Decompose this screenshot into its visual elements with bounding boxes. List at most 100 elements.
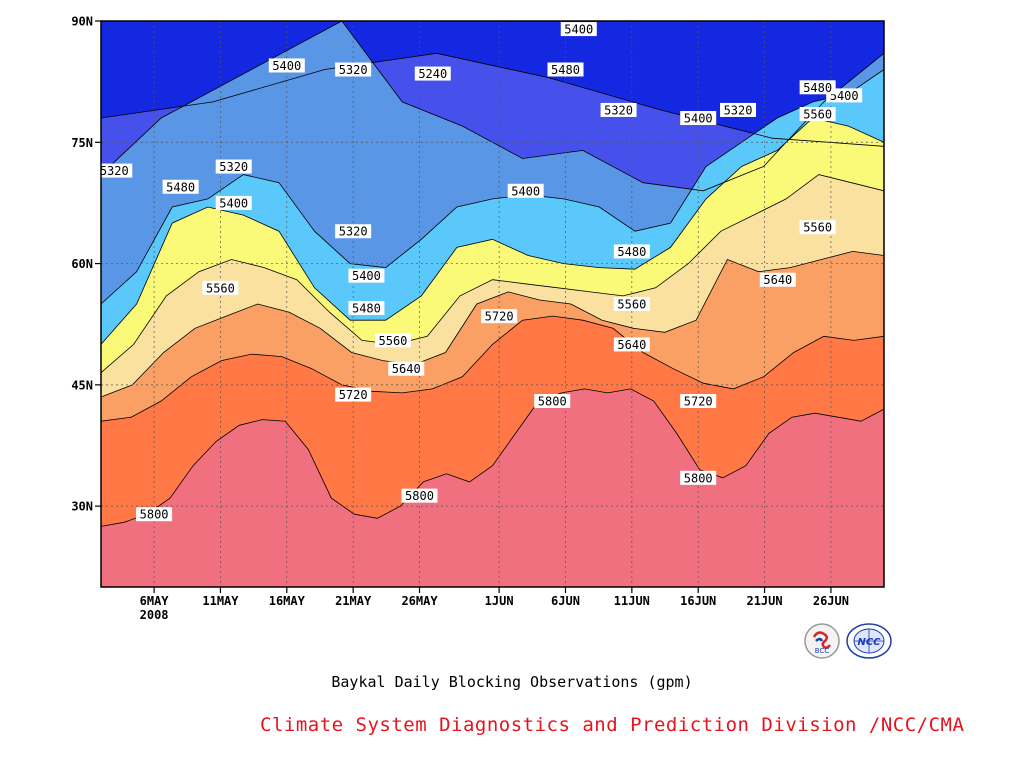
contour-label-text: 5800 bbox=[140, 508, 169, 522]
contour-label-box bbox=[560, 22, 597, 37]
x-tick-label: 26MAY bbox=[401, 594, 438, 608]
contour-label-box bbox=[547, 62, 584, 77]
contour-label-box bbox=[388, 361, 425, 376]
contour-label-text: 5400 bbox=[511, 184, 540, 198]
contour-5640 bbox=[100, 250, 885, 398]
contour-label: 5800 bbox=[401, 488, 438, 503]
contour-5400 bbox=[100, 69, 885, 305]
contour-label-text: 5560 bbox=[379, 334, 408, 348]
contour-label-text: 5480 bbox=[617, 245, 646, 259]
x-tick-label: 11MAY bbox=[202, 594, 239, 608]
contour-label: 5320 bbox=[335, 224, 372, 239]
contour-label: 5240 bbox=[414, 66, 451, 81]
contour-label-box bbox=[374, 333, 411, 348]
contour-label: 5640 bbox=[388, 361, 425, 376]
contour-label-text: 5400 bbox=[219, 196, 248, 210]
contour-label-text: 5480 bbox=[803, 81, 832, 95]
contour-label: 5400 bbox=[215, 195, 252, 210]
contour-label-box bbox=[680, 470, 717, 485]
contour-label: 5480 bbox=[613, 244, 650, 259]
contour-label-text: 5640 bbox=[617, 338, 646, 352]
ncc-logo-text: NCC bbox=[857, 637, 881, 648]
band-above-5800 bbox=[101, 388, 884, 587]
contour-label-text: 5560 bbox=[617, 298, 646, 312]
contour-label-text: 5320 bbox=[724, 103, 753, 117]
contour-label-text: 5480 bbox=[166, 180, 195, 194]
contour-label-text: 5400 bbox=[830, 89, 859, 103]
contour-label-box bbox=[534, 394, 571, 409]
contour-label-box bbox=[600, 102, 637, 117]
contour-label-box bbox=[136, 507, 173, 522]
contour-label-text: 5800 bbox=[405, 489, 434, 503]
contour-label-text: 5720 bbox=[485, 310, 514, 324]
bcc-logo-text: BCC bbox=[815, 647, 830, 655]
contour-label-box bbox=[348, 301, 385, 316]
contour-label: 5320 bbox=[720, 102, 757, 117]
x-tick-label: 16MAY bbox=[269, 594, 306, 608]
contour-label-text: 5320 bbox=[604, 103, 633, 117]
contour-label-text: 5320 bbox=[100, 164, 129, 178]
contour-label-box bbox=[335, 62, 372, 77]
contour-label: 5560 bbox=[799, 106, 836, 121]
ncc-logo: NCC bbox=[845, 621, 893, 661]
y-tick-label: 45N bbox=[71, 378, 93, 392]
contour-label-box bbox=[613, 297, 650, 311]
contour-label: 5480 bbox=[348, 301, 385, 316]
y-tick-label: 90N bbox=[71, 15, 93, 29]
contour-5560 bbox=[100, 174, 885, 374]
contour-label-box bbox=[613, 337, 650, 352]
contour-label-text: 5400 bbox=[272, 59, 301, 73]
contour-label-text: 5800 bbox=[538, 395, 567, 409]
contour-label: 5480 bbox=[799, 80, 836, 95]
contour-label-box bbox=[348, 268, 385, 283]
contour-label-text: 5400 bbox=[352, 269, 381, 283]
contour-fills bbox=[101, 21, 884, 588]
contour-label-box bbox=[680, 394, 717, 409]
contour-label-box bbox=[613, 244, 650, 259]
contour-label-text: 5480 bbox=[352, 302, 381, 316]
contour-label-box bbox=[401, 488, 438, 503]
contour-label-box bbox=[335, 387, 372, 402]
contour-label-text: 5560 bbox=[803, 107, 832, 121]
x-year-label: 2008 bbox=[140, 608, 169, 622]
x-tick-label: 16JUN bbox=[680, 594, 716, 608]
contour-label-box bbox=[335, 224, 372, 239]
contour-label-box bbox=[268, 58, 305, 73]
plot-frame bbox=[100, 20, 885, 588]
contour-label-box bbox=[202, 280, 239, 295]
contour-label: 5320 bbox=[215, 159, 252, 174]
contour-label: 5480 bbox=[547, 62, 584, 77]
contour-label-text: 5400 bbox=[684, 112, 713, 126]
contour-label: 5400 bbox=[268, 58, 305, 73]
contour-label-box bbox=[215, 195, 252, 210]
x-tick-label: 21JUN bbox=[746, 594, 782, 608]
contour-label: 5720 bbox=[481, 309, 518, 324]
contour-label: 5800 bbox=[534, 394, 571, 409]
contour-label-text: 5320 bbox=[339, 225, 368, 239]
x-tick-label: 6JUN bbox=[551, 594, 580, 608]
bcc-logo: BCC bbox=[803, 622, 841, 660]
x-tick-label: 21MAY bbox=[335, 594, 372, 608]
chart-title: Baykal Daily Blocking Observations (gpm) bbox=[331, 673, 693, 691]
contour-label: 5720 bbox=[680, 394, 717, 409]
contour-label-text: 5720 bbox=[684, 395, 713, 409]
contour-label-box bbox=[720, 102, 757, 117]
y-axis: 30N 45N 60N 75N 90N bbox=[71, 15, 101, 514]
contour-label-text: 5320 bbox=[219, 160, 248, 174]
contour-label-box bbox=[481, 309, 518, 324]
contour-label: 5480 bbox=[162, 179, 199, 194]
bcc-emblem-icon bbox=[812, 631, 831, 649]
contour-5720 bbox=[100, 315, 885, 422]
contour-label-text: 5800 bbox=[684, 471, 713, 485]
contour-label: 5640 bbox=[613, 337, 650, 352]
contour-labels: 5240 5320 5320 5320 5320 5320 5320 5400 5400 5400… bbox=[96, 22, 863, 522]
contour-5800 bbox=[100, 388, 885, 527]
contour-label-box bbox=[799, 106, 836, 121]
contour-label: 5720 bbox=[335, 387, 372, 402]
x-axis: 6MAY 11MAY 16MAY 21MAY 26MAY 1JUN 6JUN 11JUN 16J… bbox=[140, 587, 849, 622]
contour-label-text: 5560 bbox=[803, 221, 832, 235]
y-tick-label: 30N bbox=[71, 500, 93, 514]
contour-label: 5320 bbox=[335, 62, 372, 77]
contour-label-box bbox=[162, 179, 199, 194]
